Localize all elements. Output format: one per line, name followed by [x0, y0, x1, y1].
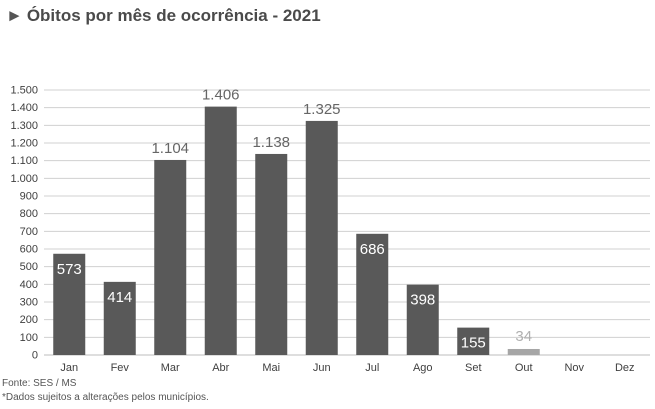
y-tick-label: 800 — [20, 208, 38, 220]
x-tick-label: Dez — [615, 362, 635, 374]
x-tick-label: Set — [465, 362, 482, 374]
y-tick-label: 600 — [20, 244, 38, 256]
data-label: 1.138 — [252, 134, 290, 151]
x-tick-label: Nov — [564, 362, 584, 374]
data-label: 573 — [57, 261, 82, 278]
data-label: 155 — [461, 335, 486, 352]
x-tick-label: Ago — [413, 362, 433, 374]
bar — [103, 281, 136, 355]
y-tick-label: 1.100 — [10, 155, 38, 167]
triangle-marker-icon: ► — [6, 6, 23, 25]
chart-title-text: Óbitos por mês de ocorrência - 2021 — [26, 6, 321, 25]
y-tick-label: 1.200 — [10, 138, 38, 150]
bar — [507, 348, 540, 355]
bar — [204, 106, 237, 356]
y-tick-label: 500 — [20, 261, 38, 273]
bar — [154, 159, 187, 355]
x-tick-label: Jan — [60, 362, 78, 374]
x-tick-label: Fev — [111, 362, 130, 374]
bar — [305, 120, 338, 356]
bar — [457, 327, 490, 355]
y-tick-label: 400 — [20, 279, 38, 291]
y-tick-label: 1.400 — [10, 102, 38, 114]
bar — [255, 153, 288, 355]
data-label: 34 — [515, 328, 532, 345]
y-tick-label: 900 — [20, 191, 38, 203]
x-tick-label: Abr — [212, 362, 229, 374]
data-label: 398 — [410, 292, 435, 309]
data-label: 1.325 — [303, 101, 341, 118]
y-tick-label: 1.000 — [10, 173, 38, 185]
x-tick-label: Out — [515, 362, 533, 374]
y-tick-label: 100 — [20, 332, 38, 344]
y-tick-label: 0 — [32, 350, 38, 362]
data-label: 1.406 — [202, 87, 240, 104]
y-tick-label: 700 — [20, 226, 38, 238]
x-tick-label: Mai — [262, 362, 280, 374]
bar — [53, 253, 86, 355]
disclaimer-note: *Dados sujeitos a alterações pelos munic… — [2, 392, 209, 403]
y-tick-label: 1.500 — [10, 85, 38, 97]
bar — [406, 284, 439, 355]
bar — [356, 233, 389, 355]
chart-title: ► Óbitos por mês de ocorrência - 2021 — [6, 6, 321, 26]
data-label: 686 — [360, 241, 385, 258]
y-tick-label: 1.300 — [10, 120, 38, 132]
x-tick-label: Mar — [161, 362, 180, 374]
x-tick-label: Jul — [365, 362, 379, 374]
x-tick-label: Jun — [313, 362, 331, 374]
data-label: 414 — [107, 289, 132, 306]
y-tick-label: 200 — [20, 314, 38, 326]
y-tick-label: 300 — [20, 297, 38, 309]
data-label: 1.104 — [151, 140, 189, 157]
source-note: Fonte: SES / MS — [2, 378, 77, 389]
